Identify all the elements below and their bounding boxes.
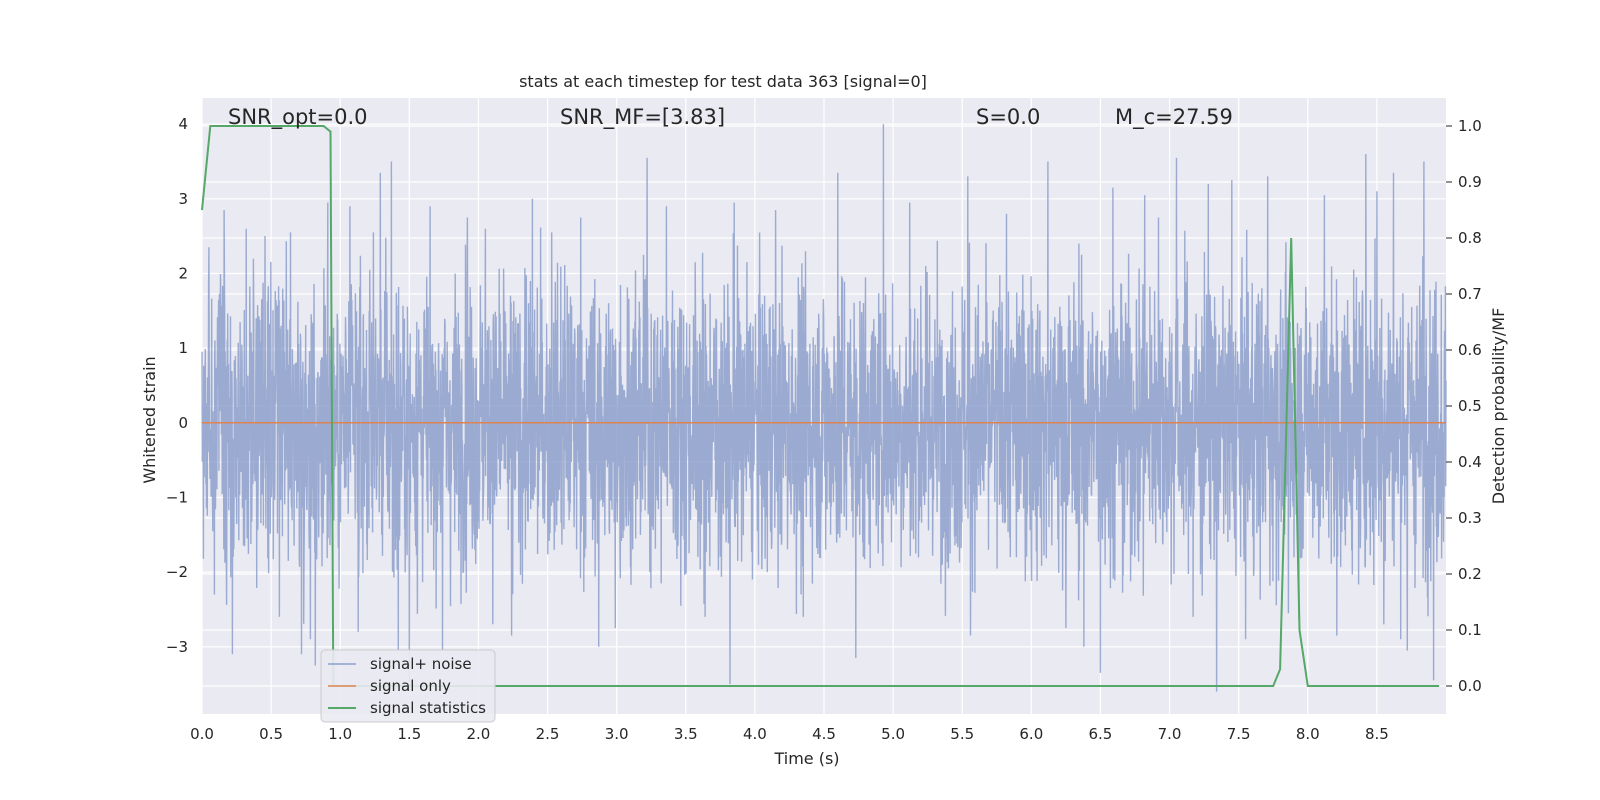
legend-label: signal+ noise	[370, 655, 472, 673]
annotation-snr-mf: SNR_MF=[3.83]	[560, 105, 725, 130]
right-y-axis-label: Detection probability/MF	[1489, 308, 1508, 505]
y-right-tick-label: 0.8	[1458, 229, 1482, 247]
y-right-tick-label: 0.4	[1458, 453, 1482, 471]
left-y-axis: −3 −2 −1 0 1 2 3 4	[166, 115, 188, 656]
annotation-s-value: S=0.0	[976, 105, 1040, 129]
y-left-tick-label: −2	[166, 563, 188, 581]
legend-label: signal statistics	[370, 699, 486, 717]
annotations: SNR_opt=0.0 SNR_MF=[3.83] S=0.0 M_c=27.59	[228, 105, 1233, 130]
y-right-tick-label: 0.2	[1458, 565, 1482, 583]
x-tick-label: 8.5	[1365, 725, 1389, 743]
x-tick-label: 3.0	[605, 725, 629, 743]
signal-statistics-line	[201, 125, 1440, 687]
legend-label: signal only	[370, 677, 451, 695]
y-left-tick-label: −1	[166, 488, 188, 506]
y-left-tick-label: 4	[178, 115, 188, 133]
y-left-tick-label: 0	[178, 414, 188, 432]
x-tick-label: 1.5	[397, 725, 421, 743]
y-left-tick-label: 3	[178, 190, 188, 208]
y-right-tick-label: 0.7	[1458, 285, 1482, 303]
y-right-tick-label: 0.9	[1458, 173, 1482, 191]
x-tick-label: 5.0	[881, 725, 905, 743]
y-right-tick-label: 0.0	[1458, 677, 1482, 695]
y-right-tick-label: 0.3	[1458, 509, 1482, 527]
x-tick-label: 2.5	[536, 725, 560, 743]
annotation-mc-value: M_c=27.59	[1115, 105, 1233, 130]
y-left-tick-label: −3	[166, 638, 188, 656]
x-axis-label: Time (s)	[773, 749, 839, 768]
x-tick-label: 0.5	[259, 725, 283, 743]
y-left-tick-label: 2	[178, 264, 188, 282]
legend: signal+ noise signal only signal statistic…	[320, 649, 496, 723]
series-signal-statistics	[201, 125, 1440, 687]
legend-box	[320, 649, 496, 723]
x-axis: 0.0 0.5 1.0 1.5 2.0 2.5 3.0 3.5 4.0 4.5 5.0 5.5 6.0 6…	[190, 725, 1389, 743]
chart-title: stats at each timestep for test data 363…	[519, 72, 927, 91]
y-right-tick-label: 0.5	[1458, 397, 1482, 415]
y-left-tick-label: 1	[178, 339, 188, 357]
x-tick-label: 0.0	[190, 725, 214, 743]
x-tick-label: 7.0	[1158, 725, 1182, 743]
right-y-axis: 0.0 0.1 0.2 0.3 0.4 0.5 0.6 0.7 0.8 0.9 1.0	[1446, 117, 1482, 695]
x-tick-label: 6.5	[1089, 725, 1113, 743]
y-right-tick-label: 0.6	[1458, 341, 1482, 359]
y-right-tick-label: 0.1	[1458, 621, 1482, 639]
x-tick-label: 8.0	[1296, 725, 1320, 743]
x-tick-label: 4.5	[812, 725, 836, 743]
x-tick-label: 1.0	[328, 725, 352, 743]
x-tick-label: 3.5	[674, 725, 698, 743]
annotation-snr-opt: SNR_opt=0.0	[228, 105, 368, 130]
y-right-tick-label: 1.0	[1458, 117, 1482, 135]
x-tick-label: 5.5	[950, 725, 974, 743]
x-tick-label: 6.0	[1019, 725, 1043, 743]
x-tick-label: 4.0	[743, 725, 767, 743]
left-y-axis-label: Whitened strain	[140, 356, 159, 483]
x-tick-label: 7.5	[1227, 725, 1251, 743]
x-tick-label: 2.0	[467, 725, 491, 743]
